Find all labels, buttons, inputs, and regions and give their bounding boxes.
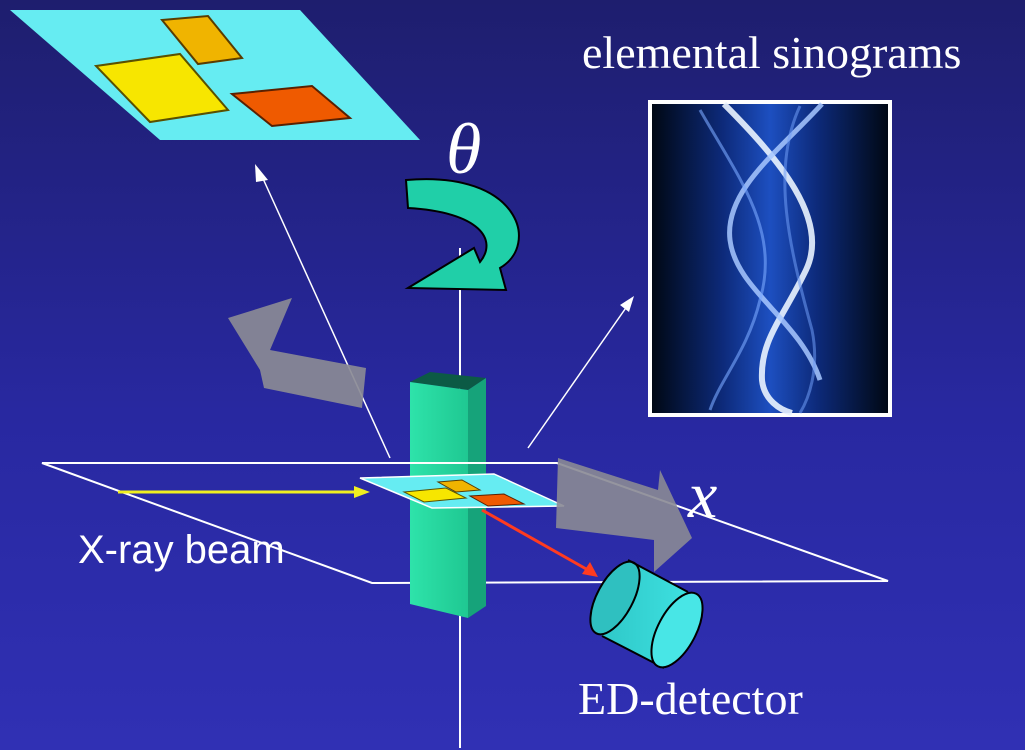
- sinogram-trace-faint-2: [783, 105, 817, 414]
- rotation-arrow: [404, 178, 520, 292]
- sinogram-image: [648, 100, 892, 417]
- sample-column-bottom: [410, 488, 486, 618]
- sample-orange-block: [436, 479, 482, 493]
- xray-beam-arrowhead: [354, 486, 370, 498]
- translation-axis-label: x: [688, 459, 718, 532]
- sinogram-trace-main: [721, 101, 816, 416]
- pointer-arrowhead-sinogram: [620, 296, 634, 312]
- enlarged-yellow-block: [93, 52, 230, 124]
- enlarged-red-block: [229, 84, 353, 128]
- xray-beam-label: X-ray beam: [78, 528, 285, 572]
- sinogram-title: elemental sinograms: [582, 27, 962, 78]
- detector-label: ED-detector: [578, 673, 803, 724]
- sinogram-trace-faint: [698, 109, 767, 411]
- pointer-arrowhead-plate: [255, 164, 268, 182]
- stage-plane: [41, 462, 889, 585]
- pointer-line-to-sinogram: [527, 301, 631, 449]
- fluorescence-ray-line: [481, 508, 589, 572]
- fluorescence-ray-arrowhead: [582, 562, 598, 577]
- translation-arrow-front: [556, 458, 692, 572]
- ed-detector: [589, 559, 704, 669]
- translation-arrow-back: [228, 298, 366, 408]
- sample-column-top: [410, 372, 486, 488]
- sinogram-trace-secondary: [727, 102, 824, 381]
- pointer-line-to-plate: [259, 171, 391, 459]
- enlarged-orange-block: [160, 14, 244, 66]
- sample-red-block: [468, 493, 526, 507]
- sample-plate: [359, 473, 565, 509]
- sample-yellow-block: [402, 487, 468, 503]
- rotation-angle-label: θ: [446, 109, 482, 189]
- enlarged-sample-plate: [10, 10, 420, 140]
